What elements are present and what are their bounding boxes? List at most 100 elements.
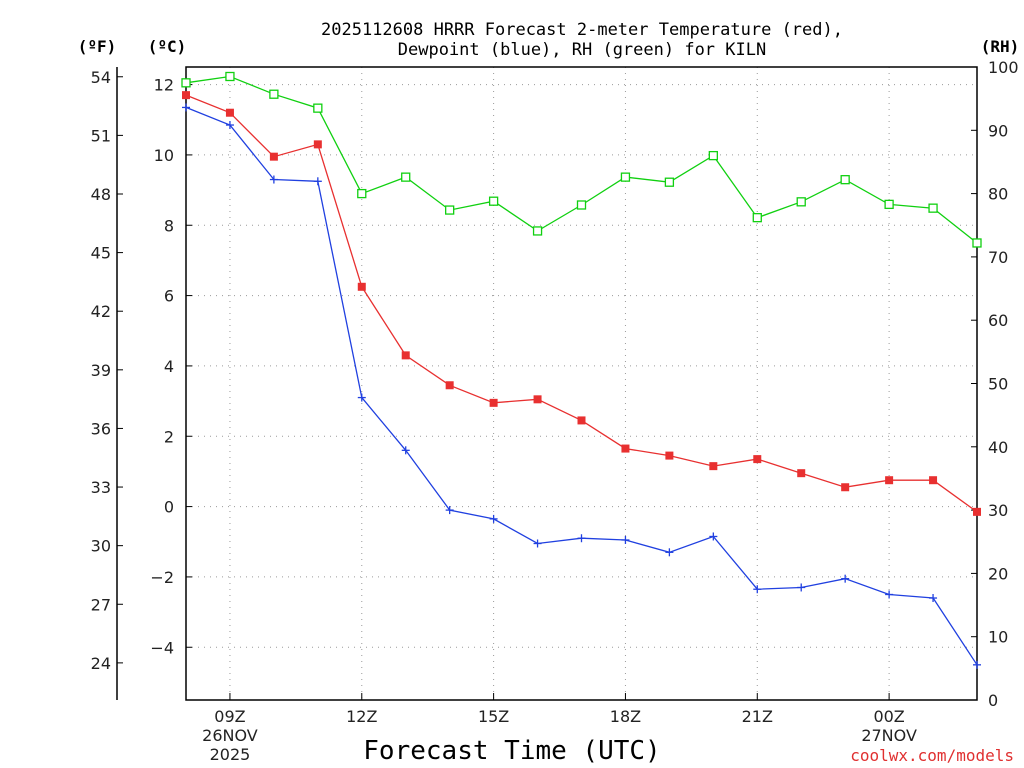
dewpoint-point <box>577 534 586 543</box>
celsius-unit-label: (ºC) <box>148 37 187 56</box>
temperature-point <box>489 398 498 407</box>
temperature-point <box>533 395 542 404</box>
x-tick-label: 00Z <box>873 707 904 726</box>
dewpoint-point <box>621 535 630 544</box>
dewpoint-point <box>401 446 410 455</box>
temperature-point <box>401 351 410 360</box>
rh-tick-label: 60 <box>988 311 1008 330</box>
celsius-tick-label: 8 <box>164 216 174 235</box>
x-tick-label: 21Z <box>742 707 773 726</box>
celsius-tick-label: 6 <box>164 287 174 306</box>
rh-tick-label: 50 <box>988 375 1008 394</box>
rh-tick-label: 10 <box>988 628 1008 647</box>
rh-tick-label: 40 <box>988 438 1008 457</box>
temperature-point <box>445 381 454 390</box>
rh-series <box>181 71 982 248</box>
dewpoint-point <box>182 103 190 112</box>
rh-point <box>401 172 411 182</box>
temperature-point <box>753 455 762 464</box>
temperature-point <box>182 91 190 100</box>
celsius-tick-label: 4 <box>164 357 174 376</box>
dewpoint-point <box>445 506 454 515</box>
rh-point <box>620 172 631 182</box>
temperature-series <box>182 91 981 516</box>
rh-point <box>928 203 938 213</box>
rh-unit-label: (RH) <box>981 37 1020 56</box>
temperature-point <box>709 462 718 471</box>
rh-point <box>269 89 279 99</box>
dewpoint-point <box>489 514 498 523</box>
rh-tick-label: 30 <box>988 501 1008 520</box>
rh-tick-label: 70 <box>988 248 1008 267</box>
fahrenheit-tick-label: 24 <box>91 654 111 673</box>
fahrenheit-tick-label: 42 <box>91 302 111 321</box>
chart-title-line-2: Dewpoint (blue), RH (green) for KILN <box>398 40 766 60</box>
chart-title-line-1: 2025112608 HRRR Forecast 2-meter Tempera… <box>321 20 843 40</box>
dewpoint-point <box>665 548 674 557</box>
rh-point <box>708 150 718 161</box>
dewpoint-series <box>182 103 981 669</box>
celsius-tick-label: 10 <box>154 146 174 165</box>
celsius-tick-label: 12 <box>154 76 174 95</box>
dewpoint-point <box>357 393 366 402</box>
celsius-tick-label: 0 <box>164 498 174 517</box>
temperature-point <box>665 451 674 460</box>
temperature-point <box>621 444 630 453</box>
fahrenheit-tick-label: 39 <box>91 361 111 380</box>
fahrenheit-tick-label: 33 <box>91 478 111 497</box>
rh-point <box>445 205 455 215</box>
celsius-tick-label: −4 <box>150 638 174 657</box>
temperature-point <box>269 152 278 161</box>
data-series <box>181 71 982 669</box>
fahrenheit-tick-label: 45 <box>91 244 111 263</box>
x-tick-label: 09Z <box>214 707 245 726</box>
fahrenheit-tick-label: 48 <box>91 185 111 204</box>
rh-tick-label: 0 <box>988 691 998 710</box>
dewpoint-point <box>533 539 542 548</box>
axes: 2427303336394245485154−4−202468101201020… <box>91 58 1019 710</box>
rh-point <box>313 103 323 113</box>
rh-point <box>840 175 850 185</box>
dewpoint-point <box>269 175 278 184</box>
x-axis-title: Forecast Time (UTC) <box>363 736 660 766</box>
temperature-point <box>885 476 894 485</box>
rh-tick-label: 100 <box>988 58 1019 77</box>
temperature-point <box>797 469 806 478</box>
temperature-point <box>577 416 586 425</box>
celsius-tick-label: −2 <box>150 568 174 587</box>
plot-frame <box>185 66 978 701</box>
rh-point <box>488 196 499 206</box>
temperature-point <box>973 507 981 516</box>
x-tick-label: 12Z <box>346 707 377 726</box>
dewpoint-point <box>225 121 234 130</box>
temperature-point <box>841 483 850 492</box>
temperature-point <box>929 476 938 485</box>
rh-tick-label: 90 <box>988 121 1008 140</box>
rh-point <box>796 197 806 207</box>
fahrenheit-unit-label: (ºF) <box>78 37 117 56</box>
rh-point <box>972 238 982 248</box>
x-tick-label: 2025 <box>210 745 251 764</box>
x-tick-label: 26NOV <box>202 726 258 745</box>
dewpoint-point <box>709 532 718 541</box>
rh-tick-label: 80 <box>988 185 1008 204</box>
rh-point <box>752 213 762 223</box>
dewpoint-point <box>841 574 850 583</box>
fahrenheit-tick-label: 54 <box>91 68 111 87</box>
rh-point <box>884 199 894 210</box>
rh-point <box>225 71 235 82</box>
fahrenheit-tick-label: 36 <box>91 419 111 438</box>
rh-point <box>181 78 191 88</box>
dewpoint-line <box>185 106 978 666</box>
fahrenheit-tick-label: 51 <box>91 126 111 145</box>
temperature-point <box>313 140 322 149</box>
rh-point <box>357 188 367 199</box>
dewpoint-point <box>753 585 762 594</box>
celsius-tick-label: 2 <box>164 427 174 446</box>
temperature-line <box>185 94 978 513</box>
fahrenheit-tick-label: 30 <box>91 537 111 556</box>
dewpoint-point <box>929 594 938 603</box>
temperature-point <box>357 282 366 291</box>
